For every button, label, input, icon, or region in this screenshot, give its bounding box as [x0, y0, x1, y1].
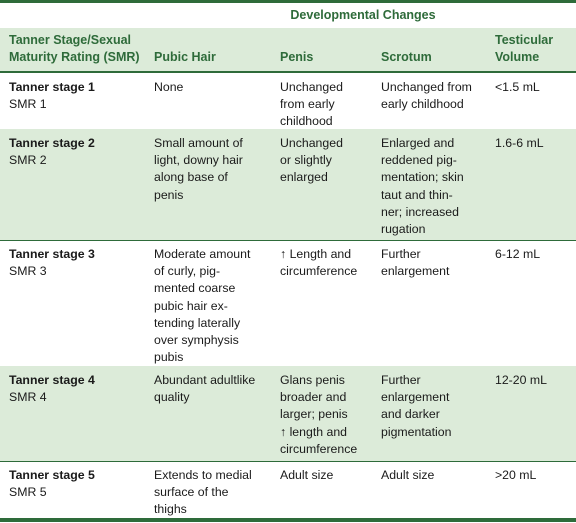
penis-line: Unchanged: [280, 136, 343, 150]
pubic-hair-cell: Extends to medial surface of the thighs: [154, 467, 272, 519]
pubic-hair-line: penis: [154, 187, 184, 202]
scrotum-line: enlargement: [381, 390, 450, 405]
scrotum-line: Enlarged and: [381, 136, 455, 150]
scrotum-line: ner; increased: [381, 204, 459, 219]
pubic-hair-cell: None: [154, 79, 272, 96]
testicular-volume-cell: 1.6-6 mL: [495, 136, 544, 150]
smr-label: SMR 5: [9, 485, 47, 500]
penis-line: or slightly: [280, 153, 332, 168]
penis-cell: Unchanged from early childhood: [280, 79, 375, 131]
stage-cell: Tanner stage 4 SMR 4: [9, 372, 144, 406]
pubic-hair-line: Small amount of: [154, 136, 243, 150]
table-row: Tanner stage 5 SMR 5 Extends to medial surf…: [0, 461, 576, 519]
scrotum-cell: Enlarged and reddened pig-mentation; skin…: [381, 135, 486, 238]
scrotum-cell: Adult size: [381, 467, 486, 484]
testicular-volume-column-header: Testicular Volume: [495, 32, 553, 66]
pubic-hair-line: pubic hair ex-: [154, 298, 228, 313]
penis-line: circumference: [280, 264, 358, 279]
smr-label: SMR 3: [9, 264, 47, 279]
smr-label: SMR 4: [9, 390, 47, 405]
pubic-hair-line: pubis: [154, 350, 184, 365]
pubic-hair-line: mented coarse: [154, 281, 236, 296]
penis-line: from early: [280, 97, 335, 112]
volume-header-line: Volume: [495, 50, 540, 64]
scrotum-line: Further: [381, 373, 421, 387]
pubic-hair-line: Abundant adultlike: [154, 373, 256, 387]
scrotum-column-header: Scrotum: [381, 50, 432, 64]
scrotum-line: Adult size: [381, 468, 435, 482]
stage-name: Tanner stage 3: [9, 247, 95, 261]
penis-cell: Unchanged or slightly enlarged: [280, 135, 375, 187]
pubic-hair-line: tending laterally: [154, 315, 241, 330]
table-row: Tanner stage 1 SMR 1 None Unchanged from ear…: [0, 73, 576, 130]
scrotum-cell: Further enlargement: [381, 246, 486, 280]
scrotum-line: pigmentation: [381, 424, 452, 439]
smr-label: SMR 2: [9, 153, 47, 168]
table-row: Tanner stage 4 SMR 4 Abundant adultlike qua…: [0, 366, 576, 462]
pubic-hair-line: along base of: [154, 170, 228, 185]
stage-cell: Tanner stage 1 SMR 1: [9, 79, 144, 113]
pubic-hair-line: Moderate amount: [154, 247, 251, 261]
pubic-hair-line: quality: [154, 390, 190, 405]
pubic-hair-column-header: Pubic Hair: [154, 50, 216, 64]
penis-line: childhood: [280, 114, 333, 129]
table-row: Tanner stage 3 SMR 3 Moderate amount of cur…: [0, 240, 576, 367]
penis-line: larger; penis: [280, 407, 348, 422]
pubic-hair-line: over symphysis: [154, 333, 239, 348]
scrotum-line: Unchanged from: [381, 80, 472, 94]
scrotum-line: enlargement: [381, 264, 450, 279]
penis-line: enlarged: [280, 170, 328, 185]
table-top-rule: [0, 0, 576, 3]
penis-line: broader and: [280, 390, 347, 405]
pubic-hair-cell: Small amount of light, downy hair along ba…: [154, 135, 272, 204]
scrotum-line: rugation: [381, 222, 426, 237]
penis-line: ↑ length and: [280, 424, 348, 439]
stage-cell: Tanner stage 2 SMR 2: [9, 135, 144, 169]
testicular-volume-cell: <1.5 mL: [495, 80, 540, 94]
penis-line: Glans penis: [280, 373, 345, 387]
scrotum-line: and darker: [381, 407, 440, 422]
scrotum-cell: Unchanged from early childhood: [381, 79, 486, 113]
penis-cell: Glans penis broader and larger; penis ↑ len…: [280, 372, 375, 458]
pubic-hair-line: Extends to medial: [154, 468, 252, 482]
testicular-volume-cell: 12-20 mL: [495, 373, 547, 387]
scrotum-line: mentation; skin: [381, 170, 464, 185]
penis-line: ↑ Length and: [280, 247, 352, 261]
scrotum-line: taut and thin-: [381, 187, 453, 202]
penis-line: Unchanged: [280, 80, 343, 94]
table-header-row: Tanner Stage/Sexual Maturity Rating (SMR…: [0, 28, 576, 73]
scrotum-line: early childhood: [381, 97, 464, 112]
pubic-hair-cell: Abundant adultlike quality: [154, 372, 272, 406]
penis-cell: ↑ Length and circumference: [280, 246, 375, 280]
stage-name: Tanner stage 4: [9, 373, 95, 387]
penis-column-header: Penis: [280, 50, 314, 64]
penis-line: circumference: [280, 441, 358, 456]
table-row: Tanner stage 2 SMR 2 Small amount of light,…: [0, 129, 576, 241]
smr-label: SMR 1: [9, 97, 47, 112]
pubic-hair-line: of curly, pig-: [154, 264, 221, 279]
pubic-hair-line: light, downy hair: [154, 153, 243, 168]
testicular-volume-cell: 6-12 mL: [495, 247, 541, 261]
scrotum-line: Further: [381, 247, 421, 261]
stage-cell: Tanner stage 5 SMR 5: [9, 467, 144, 501]
stage-name: Tanner stage 2: [9, 136, 95, 150]
developmental-changes-header: Developmental Changes: [150, 8, 576, 29]
pubic-hair-line: thighs: [154, 502, 187, 517]
testicular-volume-cell: >20 mL: [495, 468, 537, 482]
volume-header-line: Testicular: [495, 33, 554, 47]
stage-header-line: Maturity Rating (SMR): [9, 50, 140, 64]
pubic-hair-line: surface of the: [154, 485, 229, 500]
stage-name: Tanner stage 5: [9, 468, 95, 482]
stage-cell: Tanner stage 3 SMR 3: [9, 246, 144, 280]
scrotum-line: reddened pig-: [381, 153, 457, 168]
stage-header-line: Tanner Stage/Sexual: [9, 33, 132, 47]
pubic-hair-line: None: [154, 80, 184, 94]
stage-name: Tanner stage 1: [9, 80, 95, 94]
penis-cell: Adult size: [280, 467, 375, 484]
stage-column-header: Tanner Stage/Sexual Maturity Rating (SMR…: [9, 32, 140, 66]
penis-line: Adult size: [280, 468, 334, 482]
pubic-hair-cell: Moderate amount of curly, pig-mented coar…: [154, 246, 272, 366]
scrotum-cell: Further enlargement and darker pigmentation: [381, 372, 486, 441]
table-bottom-rule: [0, 519, 576, 522]
